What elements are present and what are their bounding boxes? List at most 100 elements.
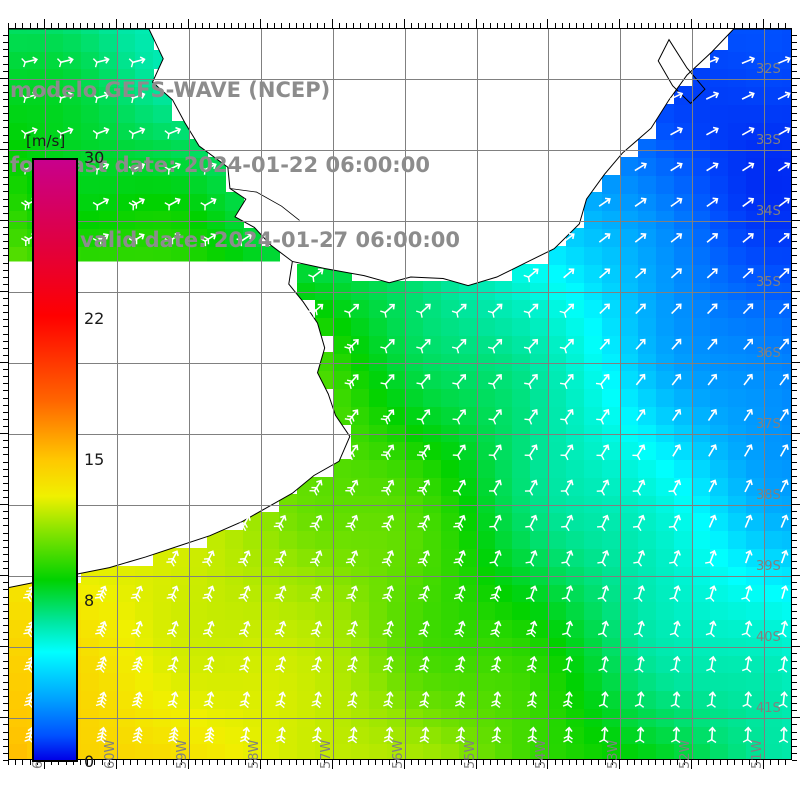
axis-tick xyxy=(792,476,797,477)
axis-tick xyxy=(3,739,8,740)
axis-tick xyxy=(37,23,38,28)
axis-tick xyxy=(576,23,577,28)
axis-tick xyxy=(375,23,376,28)
axis-tick xyxy=(778,23,779,28)
axis-tick xyxy=(102,760,103,765)
axis-tick xyxy=(123,23,124,28)
axis-tick xyxy=(583,23,584,28)
axis-tick xyxy=(37,760,38,765)
axis-tick xyxy=(792,511,797,512)
axis-tick xyxy=(598,760,599,765)
axis-tick xyxy=(3,597,8,598)
axis-tick xyxy=(677,760,678,765)
axis-tick xyxy=(792,120,797,121)
axis-tick xyxy=(73,760,74,765)
axis-tick xyxy=(137,23,138,28)
gridline-lat-38S xyxy=(9,505,791,506)
axis-tick xyxy=(792,533,797,534)
axis-tick xyxy=(332,19,333,28)
gridline-lon-55W xyxy=(477,29,478,759)
axis-tick xyxy=(3,533,8,534)
axis-tick xyxy=(713,23,714,28)
axis-tick xyxy=(663,23,664,28)
axis-tick xyxy=(0,575,8,576)
axis-tick xyxy=(540,760,541,765)
axis-tick xyxy=(792,426,797,427)
latitude-label-40S: 40S xyxy=(756,630,781,646)
axis-tick xyxy=(281,760,282,765)
axis-tick xyxy=(648,760,649,765)
axis-tick xyxy=(253,23,254,28)
axis-tick xyxy=(30,23,31,28)
axis-tick xyxy=(303,23,304,28)
axis-tick xyxy=(238,760,239,765)
axis-tick xyxy=(3,64,8,65)
map-plot-area xyxy=(8,28,792,760)
axis-tick xyxy=(3,561,8,562)
axis-tick xyxy=(375,760,376,765)
axis-tick xyxy=(195,760,196,765)
axis-tick xyxy=(792,639,797,640)
axis-tick xyxy=(634,23,635,28)
longitude-label-60W: 60W xyxy=(102,739,118,769)
axis-tick xyxy=(468,23,469,28)
gridline-lon-53W xyxy=(620,29,621,759)
axis-tick xyxy=(706,760,707,765)
axis-tick xyxy=(396,760,397,765)
axis-tick xyxy=(3,120,8,121)
axis-tick xyxy=(3,390,8,391)
axis-tick xyxy=(792,106,797,107)
axis-tick xyxy=(504,23,505,28)
axis-tick xyxy=(51,760,52,765)
gridline-lat-41S xyxy=(9,718,791,719)
axis-tick xyxy=(547,760,548,769)
axis-tick xyxy=(792,78,800,79)
axis-tick xyxy=(792,35,797,36)
axis-tick xyxy=(490,760,491,765)
axis-tick xyxy=(3,405,8,406)
axis-tick xyxy=(389,23,390,28)
axis-tick xyxy=(792,497,797,498)
axis-tick xyxy=(756,23,757,28)
axis-tick xyxy=(3,106,8,107)
axis-tick xyxy=(792,675,797,676)
axis-tick xyxy=(3,760,8,761)
axis-tick xyxy=(792,390,797,391)
axis-tick xyxy=(123,760,124,765)
axis-tick xyxy=(792,611,797,612)
axis-tick xyxy=(145,23,146,28)
axis-tick xyxy=(511,23,512,28)
axis-tick xyxy=(0,149,8,150)
axis-tick xyxy=(3,668,8,669)
axis-tick xyxy=(310,23,311,28)
axis-tick xyxy=(792,504,800,505)
axis-tick xyxy=(792,661,797,662)
axis-tick xyxy=(619,19,620,28)
axis-tick xyxy=(3,270,8,271)
axis-tick xyxy=(598,23,599,28)
axis-tick xyxy=(3,732,8,733)
axis-tick xyxy=(792,56,797,57)
axis-tick xyxy=(3,696,8,697)
axis-tick xyxy=(3,518,8,519)
axis-tick xyxy=(3,71,8,72)
axis-tick xyxy=(3,469,8,470)
axis-tick xyxy=(3,92,8,93)
axis-tick xyxy=(109,760,110,765)
axis-tick xyxy=(58,23,59,28)
axis-tick xyxy=(404,760,405,769)
axis-tick xyxy=(3,547,8,548)
axis-tick xyxy=(66,760,67,765)
axis-tick xyxy=(30,760,31,765)
longitude-label-53W: 53W xyxy=(606,739,622,769)
axis-tick xyxy=(109,23,110,28)
axis-tick xyxy=(396,23,397,28)
gridline-lon-56W xyxy=(405,29,406,759)
axis-tick xyxy=(3,277,8,278)
latitude-label-41S: 41S xyxy=(756,701,781,717)
axis-tick xyxy=(224,23,225,28)
axis-tick xyxy=(80,23,81,28)
axis-tick xyxy=(792,447,797,448)
gridline-lat-40S xyxy=(9,647,791,648)
